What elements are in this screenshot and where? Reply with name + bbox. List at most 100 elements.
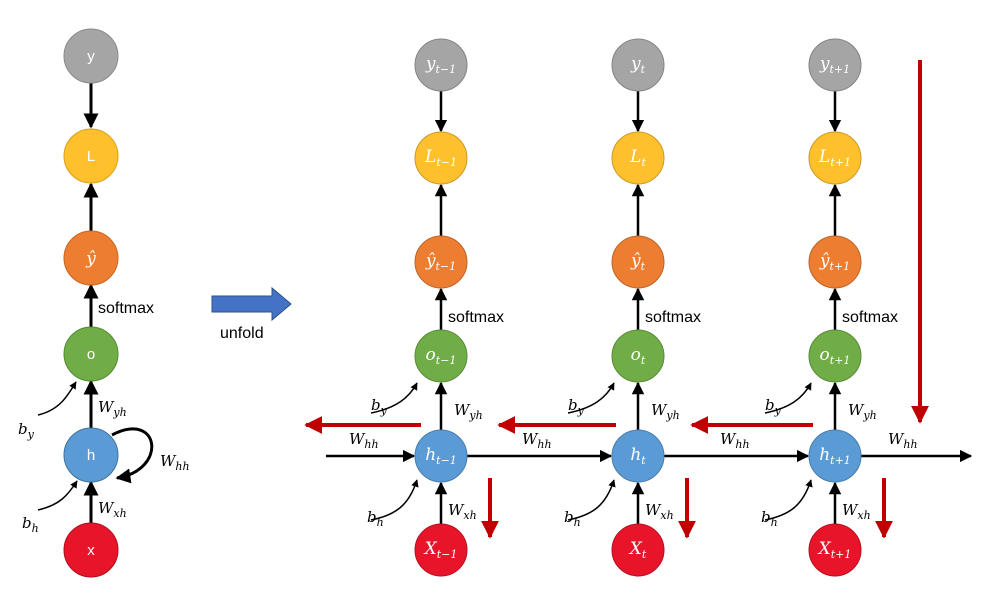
label-Wyh: Wyh: [454, 401, 483, 422]
node-x-label-sub: t: [642, 548, 647, 561]
node-y-label-main: y: [630, 54, 641, 74]
node-L-label-main: L: [424, 147, 436, 167]
node-h-label-main: h: [425, 445, 436, 465]
node-x-label: x: [87, 542, 95, 559]
node-h: [808, 429, 862, 483]
node-y-label-main: y: [425, 54, 436, 74]
node-y-label: y: [87, 48, 95, 65]
node-L-label-main: L: [818, 147, 830, 167]
node-o-label-main: o: [820, 345, 830, 365]
label-bh-main: b: [22, 514, 32, 532]
node-y-label-sub: t: [641, 63, 646, 76]
label-Wxh-main: W: [98, 499, 115, 517]
label-Wyh-sub: yh: [112, 406, 126, 419]
node-yhat-label-main: ŷ: [630, 251, 641, 271]
node-h-label-main: h: [819, 445, 830, 465]
node-L-label-sub: t−1: [436, 156, 457, 169]
label-hidden-Whh: Whh: [888, 430, 918, 451]
label-Whh-main: W: [160, 452, 177, 470]
label-bh: bh: [564, 508, 581, 529]
node-h-label-main: h: [630, 445, 641, 465]
node-yhat: [414, 235, 468, 289]
node-L: [808, 131, 862, 185]
label-by: by: [568, 396, 585, 417]
node-yhat-label: ŷt−1: [425, 251, 456, 273]
node-L-label-sub: t: [641, 156, 646, 169]
softmax-label: softmax: [448, 309, 504, 326]
node-L-label-sub: t+1: [830, 156, 851, 169]
label-Wyh: Wyh: [651, 401, 680, 422]
arrow-bh: [567, 479, 616, 521]
arrow-h-self-loop: [111, 427, 154, 484]
unfold-label: unfold: [220, 325, 264, 342]
label-hidden-Whh-main: W: [720, 430, 737, 448]
node-yhat: [808, 235, 862, 289]
node-x: [611, 523, 665, 577]
node-o: [808, 329, 862, 383]
node-x-label-main: X: [817, 539, 832, 559]
node-y-label: yt−1: [425, 54, 456, 76]
label-hidden-Whh: Whh: [522, 430, 552, 451]
label-hidden-Whh: Whh: [720, 430, 750, 451]
label-Wxh-main: W: [645, 501, 662, 519]
label-bh: bh: [22, 514, 39, 535]
node-h-label-sub: t−1: [436, 454, 457, 467]
label-by: by: [371, 396, 388, 417]
node-h: [63, 427, 119, 483]
label-Wyh-main: W: [848, 401, 865, 419]
node-o-label: o: [87, 346, 95, 363]
node-o-label-main: o: [426, 345, 436, 365]
label-hidden-Whh-main: W: [349, 430, 366, 448]
node-x-label: Xt−1: [423, 539, 458, 561]
node-yhat-label-sub: t+1: [829, 260, 850, 273]
label-Wxh-main: W: [842, 501, 859, 519]
label-bh-main: b: [564, 508, 574, 526]
label-Wyh: Wyh: [98, 398, 127, 419]
label-Wyh-sub: yh: [468, 409, 482, 422]
node-h-label: ht−1: [425, 445, 457, 467]
label-Wxh-main: W: [448, 501, 465, 519]
label-Wxh: Wxh: [448, 501, 477, 522]
node-o-label: ot+1: [820, 345, 851, 367]
arrow-by: [567, 382, 615, 414]
label-by-main: b: [568, 396, 578, 414]
node-x: [808, 523, 862, 577]
label-by: by: [18, 420, 35, 441]
node-x-label-main: X: [423, 539, 438, 559]
label-by-sub: y: [27, 428, 35, 441]
node-L-label: Lt+1: [818, 147, 851, 169]
arrow-bh: [764, 479, 813, 521]
node-y: [611, 38, 665, 92]
node-yhat: [63, 230, 119, 286]
node-x-label-sub: t+1: [831, 548, 852, 561]
node-yhat-label: ŷ: [85, 249, 96, 269]
node-y: [63, 28, 119, 84]
node-L-label: L: [87, 148, 95, 165]
label-Wyh-main: W: [651, 401, 668, 419]
node-L: [414, 131, 468, 185]
node-h-label: ht+1: [819, 445, 851, 467]
node-h-label-sub: t+1: [830, 454, 851, 467]
label-Wyh-sub: yh: [665, 409, 679, 422]
label-by-sub: y: [380, 404, 388, 417]
label-bh: bh: [367, 508, 384, 529]
label-Wyh-main: W: [98, 398, 115, 416]
label-by-sub: y: [577, 404, 585, 417]
label-Wxh-sub: xh: [660, 509, 673, 522]
label-Wxh: Wxh: [645, 501, 674, 522]
node-x-label: Xt+1: [817, 539, 852, 561]
node-L-label-main: L: [629, 147, 641, 167]
node-h-label: ht: [630, 445, 646, 467]
node-yhat-label-main: ŷ: [425, 251, 436, 271]
label-Wyh: Wyh: [848, 401, 877, 422]
node-y-label: yt: [630, 54, 646, 76]
label-bh-main: b: [367, 508, 377, 526]
label-hidden-Whh-sub: hh: [364, 438, 378, 451]
label-by: by: [765, 396, 782, 417]
node-o-label-sub: t+1: [830, 354, 851, 367]
node-yhat: [611, 235, 665, 289]
node-o-label-sub: t−1: [436, 354, 457, 367]
node-h-label-sub: t: [641, 454, 646, 467]
